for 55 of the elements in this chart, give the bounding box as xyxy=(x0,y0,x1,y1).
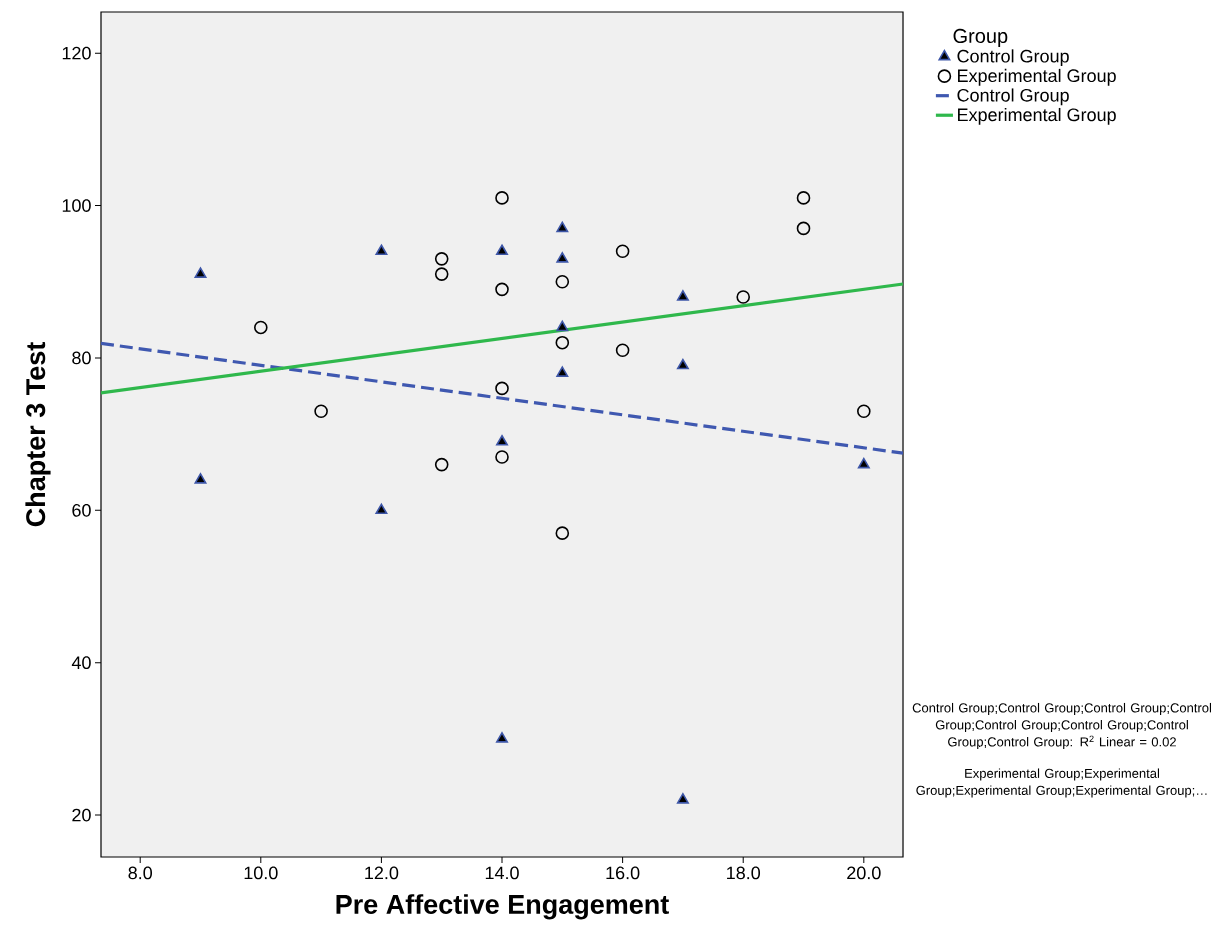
point xyxy=(314,404,328,419)
text: Control Group;Control Group;Control Group;Control Group;Control Group;Control Group;Control Group;Control Group: R$^{2}$ Linear = 0.02 xyxy=(912,702,1212,750)
point xyxy=(375,244,388,256)
y-tick-label: 40 xyxy=(71,656,91,670)
point xyxy=(434,457,449,472)
x-tick-label: 20.0 xyxy=(847,866,881,880)
legend-label: Control Group xyxy=(957,49,1069,67)
point xyxy=(796,221,811,236)
point xyxy=(194,267,207,278)
x-tick-label: 16.0 xyxy=(606,866,640,880)
text: Experimental Group;Experimental Group;Experimental Group;Experimental Group;… xyxy=(916,768,1207,798)
y-tick-label: 100 xyxy=(62,199,91,212)
y-axis-title: Chapter 3 Test xyxy=(25,342,51,527)
point xyxy=(556,320,569,332)
point xyxy=(496,244,508,256)
point xyxy=(556,221,569,233)
point xyxy=(254,320,268,335)
point xyxy=(495,191,509,205)
point xyxy=(857,404,871,419)
x-tick-label: 12.0 xyxy=(365,866,399,880)
y-tick-label: 80 xyxy=(72,351,91,365)
y-tick-label: 60 xyxy=(72,503,91,517)
x-axis-title: Pre Affective Engagement xyxy=(336,894,669,920)
point xyxy=(555,526,570,540)
point xyxy=(556,366,569,377)
point xyxy=(615,244,630,259)
point xyxy=(495,450,509,464)
legend-label: Experimental Group xyxy=(958,68,1116,86)
x-tick-label: 10.0 xyxy=(244,866,278,880)
point xyxy=(434,267,449,281)
point xyxy=(434,252,449,266)
point xyxy=(615,343,630,358)
point xyxy=(495,381,509,396)
point xyxy=(556,252,569,263)
legend-label: Experimental Group xyxy=(958,107,1116,125)
point xyxy=(555,274,570,289)
y-tick-label: 120 xyxy=(62,46,91,60)
x-tick-label: 18.0 xyxy=(727,866,761,880)
point xyxy=(676,358,689,370)
legend-label: Control Group xyxy=(957,88,1069,106)
point xyxy=(676,793,689,804)
x-tick-label: 14.0 xyxy=(485,866,519,880)
point xyxy=(496,434,508,446)
point xyxy=(495,282,509,297)
point xyxy=(736,290,751,304)
point xyxy=(496,732,508,743)
point xyxy=(375,503,388,515)
point xyxy=(676,290,689,301)
point xyxy=(555,335,570,350)
y-tick-label: 20 xyxy=(72,808,91,822)
point xyxy=(194,473,207,484)
point xyxy=(796,191,811,205)
x-tick-label: 8.0 xyxy=(128,866,153,880)
point xyxy=(857,457,870,469)
legend-title: Group xyxy=(953,28,1008,47)
